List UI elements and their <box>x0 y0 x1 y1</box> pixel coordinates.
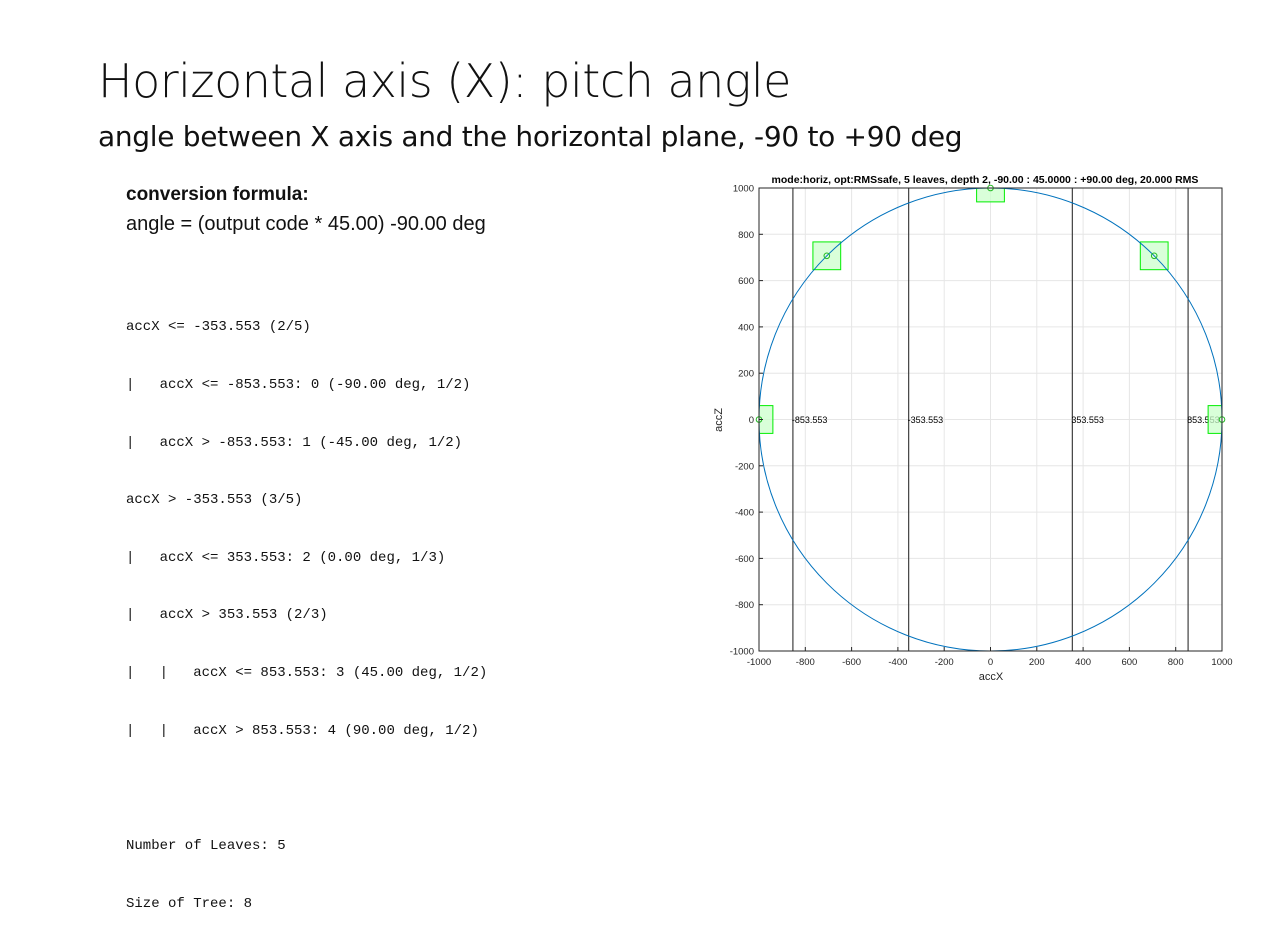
y-tick-label: -600 <box>735 554 754 565</box>
x-tick-label: 400 <box>1075 657 1091 668</box>
x-tick-label: 200 <box>1029 657 1045 668</box>
x-tick-label: -800 <box>796 657 815 668</box>
y-tick-label: 600 <box>738 276 754 287</box>
axis-ticks: -1000 -800 -600 -400 -200 0 200 400 600 800 1000 -1… <box>730 184 1233 669</box>
threshold-label: -353.553 <box>908 415 944 425</box>
tree-leaves-count: Number of Leaves: 5 <box>126 837 286 854</box>
tree-line: accX > -353.553 (3/5) <box>126 492 303 509</box>
slide-subtitle: angle between X axis and the horizontal … <box>98 120 963 153</box>
leaf-point <box>1150 252 1158 260</box>
tree-line: | | accX > 853.553: 4 (90.00 deg, 1/2) <box>126 722 479 739</box>
y-tick-label: -800 <box>735 600 754 611</box>
decision-tree-text: accX <= -353.553 (2/5) | accX <= -853.55… <box>126 280 487 933</box>
y-tick-label: -400 <box>735 508 754 519</box>
leaf-box <box>976 187 1005 203</box>
x-tick-label: 1000 <box>1211 657 1232 668</box>
formula-heading: conversion formula: <box>126 184 309 205</box>
x-tick-label: -1000 <box>747 657 771 668</box>
tree-line: | | accX <= 853.553: 3 (45.00 deg, 1/2) <box>126 665 488 682</box>
x-tick-label: -600 <box>842 657 861 668</box>
leaf-box <box>1207 405 1223 434</box>
tree-line: | accX > 353.553 (2/3) <box>126 607 328 624</box>
accx-accz-plot: mode:horiz, opt:RMSsafe, 5 leaves, depth… <box>713 174 1233 683</box>
tree-line: accX <= -353.553 (2/5) <box>126 319 311 336</box>
x-tick-label: -400 <box>888 657 907 668</box>
y-tick-label: -1000 <box>730 647 754 658</box>
threshold-lines: -853.553 -353.553 353.553 853.553 <box>792 188 1220 651</box>
y-tick-label: 0 <box>749 415 754 426</box>
tree-line: ​ <box>126 779 487 798</box>
y-tick-label: 1000 <box>733 184 754 195</box>
leaf-point <box>823 252 831 260</box>
y-axis-label: accZ <box>713 408 725 432</box>
threshold-label: 853.553 <box>1187 415 1220 425</box>
formula-text: angle = (output code * 45.00) -90.00 deg <box>126 213 486 235</box>
y-tick-label: -200 <box>735 461 754 472</box>
x-tick-label: -200 <box>935 657 954 668</box>
tree-size: Size of Tree: 8 <box>126 895 253 912</box>
y-tick-label: 200 <box>738 369 754 380</box>
tree-line: | accX <= -853.553: 0 (-90.00 deg, 1/2) <box>126 377 471 394</box>
threshold-label: 353.553 <box>1071 415 1104 425</box>
slide-title: Horizontal axis (X): pitch angle <box>98 54 791 108</box>
x-tick-label: 600 <box>1121 657 1137 668</box>
threshold-label: -853.553 <box>792 415 828 425</box>
x-tick-label: 0 <box>988 657 993 668</box>
y-tick-label: 800 <box>738 230 754 241</box>
y-tick-label: 400 <box>738 322 754 333</box>
x-axis-label: accX <box>979 671 1004 683</box>
x-tick-label: 800 <box>1168 657 1184 668</box>
chart-title: mode:horiz, opt:RMSsafe, 5 leaves, depth… <box>772 174 1199 186</box>
tree-line: | accX > -853.553: 1 (-45.00 deg, 1/2) <box>126 434 463 451</box>
tree-line: | accX <= 353.553: 2 (0.00 deg, 1/3) <box>126 549 446 566</box>
